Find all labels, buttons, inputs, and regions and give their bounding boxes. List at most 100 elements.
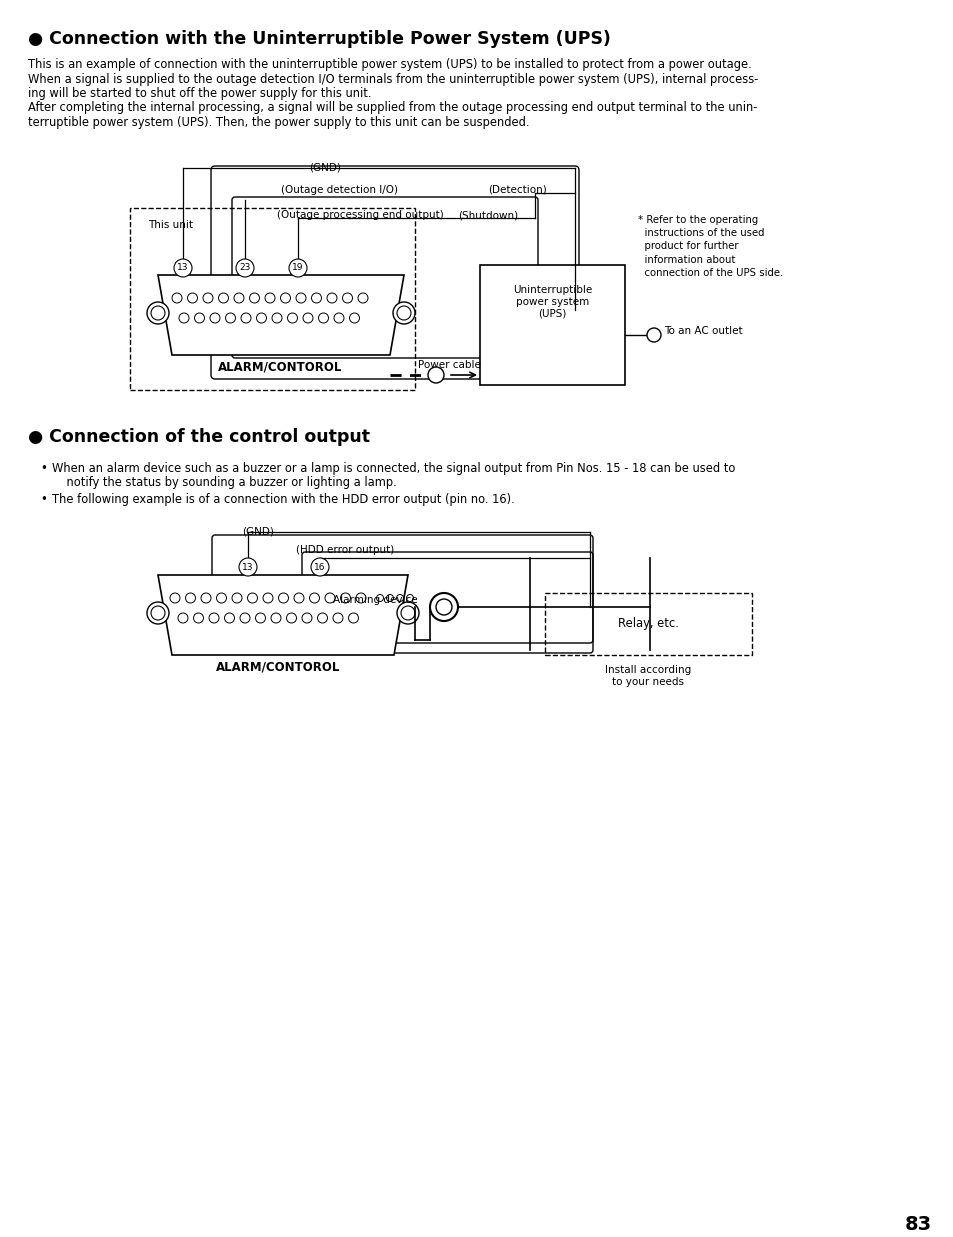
Circle shape xyxy=(303,313,313,323)
Text: 16: 16 xyxy=(314,563,325,571)
Polygon shape xyxy=(158,275,403,355)
Circle shape xyxy=(271,614,281,623)
Circle shape xyxy=(333,614,343,623)
Circle shape xyxy=(203,293,213,303)
Bar xyxy=(544,593,751,656)
Text: ● Connection with the Uninterruptible Power System (UPS): ● Connection with the Uninterruptible Po… xyxy=(28,30,610,48)
Circle shape xyxy=(393,302,415,324)
Circle shape xyxy=(286,614,296,623)
Circle shape xyxy=(317,614,327,623)
Text: (Outage processing end output): (Outage processing end output) xyxy=(276,210,443,220)
Circle shape xyxy=(224,614,234,623)
Circle shape xyxy=(342,293,352,303)
Circle shape xyxy=(194,313,204,323)
Circle shape xyxy=(289,259,307,277)
Text: To an AC outlet: To an AC outlet xyxy=(663,327,741,336)
Circle shape xyxy=(325,593,335,602)
Circle shape xyxy=(376,595,383,601)
Text: Install according
to your needs: Install according to your needs xyxy=(605,666,691,687)
Circle shape xyxy=(318,313,328,323)
Circle shape xyxy=(646,328,660,341)
Circle shape xyxy=(280,293,291,303)
Text: •: • xyxy=(40,461,47,475)
Circle shape xyxy=(349,313,359,323)
Circle shape xyxy=(400,606,415,620)
Text: Uninterruptible
power system
(UPS): Uninterruptible power system (UPS) xyxy=(513,285,592,318)
Text: 13: 13 xyxy=(242,563,253,571)
Circle shape xyxy=(263,593,273,602)
Circle shape xyxy=(151,606,165,620)
Circle shape xyxy=(209,614,219,623)
Text: ● Connection of the control output: ● Connection of the control output xyxy=(28,428,370,447)
Circle shape xyxy=(406,595,413,601)
Text: 83: 83 xyxy=(903,1215,930,1235)
Circle shape xyxy=(172,293,182,303)
Circle shape xyxy=(348,614,358,623)
Circle shape xyxy=(218,293,229,303)
Text: When a signal is supplied to the outage detection I/O terminals from the uninter: When a signal is supplied to the outage … xyxy=(28,73,758,85)
Circle shape xyxy=(309,593,319,602)
Text: 23: 23 xyxy=(239,263,251,272)
Circle shape xyxy=(355,593,366,602)
Circle shape xyxy=(340,593,350,602)
Circle shape xyxy=(241,313,251,323)
Circle shape xyxy=(216,593,226,602)
Circle shape xyxy=(396,602,418,623)
Circle shape xyxy=(173,259,192,277)
Text: (Outage detection I/O): (Outage detection I/O) xyxy=(281,186,398,195)
Text: (Detection): (Detection) xyxy=(488,186,547,195)
Circle shape xyxy=(147,602,169,623)
Circle shape xyxy=(278,593,288,602)
Circle shape xyxy=(428,367,443,383)
Circle shape xyxy=(147,302,169,324)
Text: Alarming device: Alarming device xyxy=(333,595,417,605)
Circle shape xyxy=(193,614,203,623)
Circle shape xyxy=(327,293,336,303)
Text: terruptible power system (UPS). Then, the power supply to this unit can be suspe: terruptible power system (UPS). Then, th… xyxy=(28,116,529,129)
Circle shape xyxy=(396,595,403,601)
Circle shape xyxy=(357,293,368,303)
Circle shape xyxy=(334,313,344,323)
Text: ALARM/CONTOROL: ALARM/CONTOROL xyxy=(217,360,342,374)
Circle shape xyxy=(256,313,266,323)
Circle shape xyxy=(239,558,256,576)
Circle shape xyxy=(201,593,211,602)
Bar xyxy=(130,208,415,390)
Text: 19: 19 xyxy=(292,263,303,272)
Circle shape xyxy=(312,293,321,303)
Circle shape xyxy=(302,614,312,623)
Polygon shape xyxy=(158,575,408,656)
Circle shape xyxy=(436,599,452,615)
Text: ALARM/CONTOROL: ALARM/CONTOROL xyxy=(215,661,340,673)
Text: •: • xyxy=(40,494,47,506)
Circle shape xyxy=(396,306,411,320)
Circle shape xyxy=(295,293,306,303)
Bar xyxy=(479,265,624,385)
Circle shape xyxy=(430,593,457,621)
Circle shape xyxy=(272,313,282,323)
Text: ing will be started to shut off the power supply for this unit.: ing will be started to shut off the powe… xyxy=(28,87,371,100)
Circle shape xyxy=(188,293,197,303)
Text: This is an example of connection with the uninterruptible power system (UPS) to : This is an example of connection with th… xyxy=(28,58,751,71)
Circle shape xyxy=(235,259,253,277)
Circle shape xyxy=(247,593,257,602)
Text: The following example is of a connection with the HDD error output (pin no. 16).: The following example is of a connection… xyxy=(52,494,515,506)
Text: notify the status by sounding a buzzer or lighting a lamp.: notify the status by sounding a buzzer o… xyxy=(52,476,396,489)
Text: When an alarm device such as a buzzer or a lamp is connected, the signal output : When an alarm device such as a buzzer or… xyxy=(52,461,735,475)
Circle shape xyxy=(179,313,189,323)
Circle shape xyxy=(255,614,265,623)
Circle shape xyxy=(233,293,244,303)
Circle shape xyxy=(225,313,235,323)
Text: (HDD error output): (HDD error output) xyxy=(295,546,394,555)
Circle shape xyxy=(294,593,304,602)
Circle shape xyxy=(210,313,220,323)
Text: (GND): (GND) xyxy=(242,527,274,537)
Text: Power cable: Power cable xyxy=(417,360,480,370)
Circle shape xyxy=(240,614,250,623)
Circle shape xyxy=(185,593,195,602)
Circle shape xyxy=(250,293,259,303)
Circle shape xyxy=(386,595,393,601)
Text: This unit: This unit xyxy=(148,220,193,230)
Circle shape xyxy=(170,593,180,602)
Text: Relay, etc.: Relay, etc. xyxy=(618,617,679,631)
